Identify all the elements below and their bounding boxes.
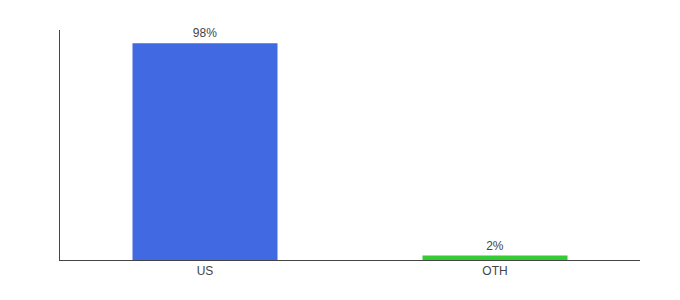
svg-text:98%: 98% [193,26,217,40]
svg-text:OTH: OTH [482,264,507,278]
svg-text:US: US [197,264,214,278]
svg-text:2%: 2% [486,239,504,253]
